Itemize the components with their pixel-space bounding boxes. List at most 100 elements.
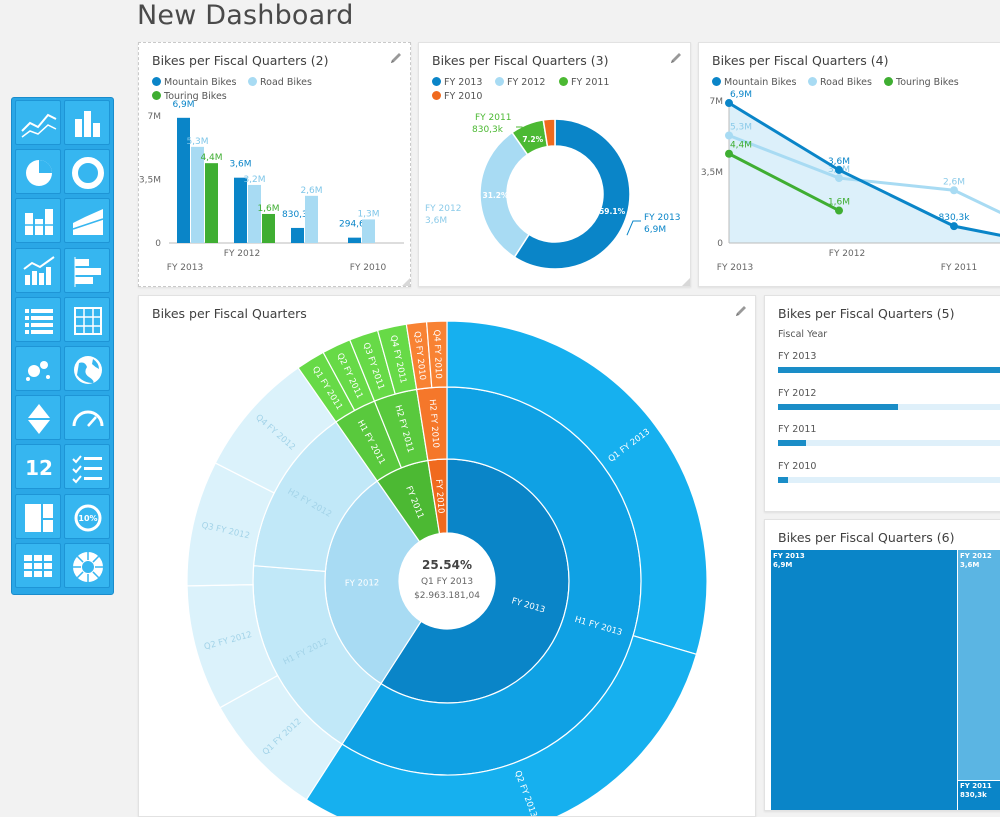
legend-item-touring[interactable]: Touring Bikes bbox=[152, 91, 227, 102]
legend-item-mountain[interactable]: Mountain Bikes bbox=[152, 77, 236, 88]
bar-track[interactable] bbox=[778, 440, 1000, 446]
bar-chart-tool[interactable] bbox=[64, 100, 110, 145]
point-data-label: 4,4M bbox=[730, 141, 752, 151]
progress-circle-icon: 10% bbox=[74, 504, 102, 532]
card-title: Bikes per Fiscal Quarters (6) bbox=[778, 530, 955, 545]
bar-data-label: 2,6M bbox=[300, 186, 322, 196]
x-tick-label: FY 2013 bbox=[167, 263, 203, 273]
axis-label: Fiscal Year bbox=[778, 329, 828, 340]
treemap-tile-label: FY 2012 3,6M bbox=[960, 552, 992, 569]
legend-item-fy2011[interactable]: FY 2011 bbox=[559, 77, 609, 88]
bar-data-label: 4,4M bbox=[200, 153, 222, 163]
legend-item-fy2010[interactable]: FY 2010 bbox=[432, 91, 482, 102]
point-data-label: 2,6M bbox=[943, 177, 965, 187]
resize-handle[interactable] bbox=[682, 278, 690, 286]
edit-pencil-icon[interactable] bbox=[734, 304, 748, 318]
grid-table-tool[interactable] bbox=[64, 296, 110, 342]
center-value: $2.963.181,04 bbox=[414, 591, 480, 601]
bar-category-label: FY 2013 bbox=[778, 351, 817, 362]
bar-track[interactable] bbox=[778, 403, 1000, 410]
scatter-map-tool[interactable] bbox=[15, 346, 61, 391]
center-label: Q1 FY 2013 bbox=[421, 577, 473, 587]
slice-label: 59.1% bbox=[599, 207, 626, 216]
globe-map-tool[interactable] bbox=[64, 346, 110, 391]
bar-chart-icon bbox=[75, 111, 100, 137]
sunburst-quarter-label: Q4 FY 2010 bbox=[431, 329, 443, 379]
legend-item-mountain[interactable]: Mountain Bikes bbox=[712, 77, 796, 88]
scatter-map-icon bbox=[26, 361, 50, 381]
sunburst-quarter-segment bbox=[425, 320, 448, 389]
legend-item-fy2013[interactable]: FY 2013 bbox=[432, 77, 482, 88]
bar bbox=[348, 237, 361, 243]
callout-label: FY 2013 bbox=[644, 213, 680, 223]
card-title: Bikes per Fiscal Quarters (5) bbox=[778, 306, 955, 321]
callout-label: 3,6M bbox=[425, 216, 447, 226]
checklist-tool[interactable] bbox=[64, 444, 110, 490]
horizontal-bar-chart-tool[interactable] bbox=[64, 247, 110, 293]
legend-item-touring[interactable]: Touring Bikes bbox=[884, 77, 959, 88]
y-tick-label: 7M bbox=[148, 112, 162, 122]
card-bar-chart[interactable]: Bikes per Fiscal Quarters (2) Mountain B… bbox=[138, 42, 411, 287]
gauge-icon bbox=[72, 410, 104, 428]
series-line bbox=[728, 152, 840, 212]
bar-data-label: 1,3M bbox=[357, 209, 379, 219]
line-chart-icon bbox=[21, 113, 57, 138]
progress-circle-tool[interactable]: 10% bbox=[64, 493, 110, 539]
slice-label: 7.2% bbox=[522, 135, 543, 144]
legend-dot bbox=[495, 77, 504, 86]
line-chart-tool[interactable] bbox=[15, 100, 61, 145]
card-horizontal-bar-chart[interactable]: Bikes per Fiscal Quarters (5) Fiscal Yea… bbox=[764, 295, 1000, 512]
y-tick-label: 0 bbox=[717, 239, 723, 249]
bar-data-label: 830,3k bbox=[282, 210, 314, 220]
card-treemap[interactable]: Bikes per Fiscal Quarters (6) FY 2013 6,9… bbox=[764, 519, 1000, 811]
treemap-icon bbox=[25, 503, 53, 532]
gauge-tool[interactable] bbox=[64, 395, 110, 441]
center-percentage: 25.54% bbox=[422, 558, 472, 572]
stacked-bar-chart-icon bbox=[25, 209, 53, 236]
funnel-chart-tool[interactable] bbox=[15, 395, 61, 441]
y-tick-label: 0 bbox=[155, 239, 161, 249]
pivot-grid-tool[interactable] bbox=[15, 542, 61, 588]
edit-pencil-icon[interactable] bbox=[389, 51, 403, 65]
treemap-tile-fy2012[interactable]: FY 2012 3,6M bbox=[958, 550, 1000, 780]
treemap-tile-fy2011[interactable]: FY 2011 830,3k bbox=[958, 781, 1000, 810]
kpi-number-tool[interactable]: 12 bbox=[15, 444, 61, 490]
edit-pencil-icon[interactable] bbox=[669, 51, 683, 65]
treemap-tile-label: FY 2011 830,3k bbox=[960, 782, 992, 799]
legend-item-road[interactable]: Road Bikes bbox=[808, 77, 872, 88]
treemap-tool[interactable] bbox=[15, 493, 61, 539]
legend-label: FY 2010 bbox=[444, 91, 483, 102]
bar-track[interactable] bbox=[778, 476, 1000, 483]
bar-chart-plot: 0 3,5M 7M 6,9M 5,3M 4,4M FY 2013 3,6M 3,2M 1,6M FY… bbox=[139, 100, 404, 273]
sunburst-tool[interactable] bbox=[64, 542, 110, 588]
bar bbox=[248, 184, 261, 243]
point-data-label: 830,3k bbox=[939, 213, 971, 223]
donut-chart-tool[interactable] bbox=[64, 149, 110, 195]
card-donut-chart[interactable]: Bikes per Fiscal Quarters (3) FY 2013 FY… bbox=[418, 42, 691, 287]
bar-fill bbox=[778, 403, 898, 410]
area-fill bbox=[729, 103, 1000, 243]
card-sunburst-chart[interactable]: Bikes per Fiscal Quarters FY 2013 FY 2012… bbox=[138, 295, 756, 817]
legend-item-fy2012[interactable]: FY 2012 bbox=[495, 77, 545, 88]
list-tool[interactable] bbox=[15, 296, 61, 342]
resize-handle[interactable] bbox=[402, 278, 410, 286]
horizontal-bar-chart-icon bbox=[74, 256, 101, 287]
card-line-chart[interactable]: Bikes per Fiscal Quarters (4) Mountain B… bbox=[698, 42, 1000, 287]
legend-label: Touring Bikes bbox=[896, 77, 959, 88]
pie-chart-tool[interactable] bbox=[15, 149, 61, 195]
donut-chart-plot: 59.1% 31.2% 7.2% FY 2013 6,9M FY 2012 3,6M FY 2… bbox=[425, 113, 680, 270]
line-bar-combo-chart-tool[interactable] bbox=[15, 247, 61, 293]
stacked-bar-chart-tool[interactable] bbox=[15, 198, 61, 244]
legend-item-road[interactable]: Road Bikes bbox=[248, 77, 312, 88]
bar-track[interactable] bbox=[778, 367, 1000, 373]
area-chart-tool[interactable] bbox=[64, 198, 110, 244]
callout-label: FY 2011 bbox=[475, 113, 511, 123]
pie-chart-icon bbox=[26, 160, 52, 187]
page-title: New Dashboard bbox=[137, 0, 354, 31]
callout-label: 6,9M bbox=[644, 225, 666, 235]
card-title: Bikes per Fiscal Quarters (2) bbox=[152, 53, 329, 68]
legend-label: Road Bikes bbox=[260, 77, 312, 88]
pivot-grid-icon bbox=[24, 554, 52, 577]
treemap-tile-fy2013[interactable]: FY 2013 6,9M bbox=[771, 550, 957, 810]
